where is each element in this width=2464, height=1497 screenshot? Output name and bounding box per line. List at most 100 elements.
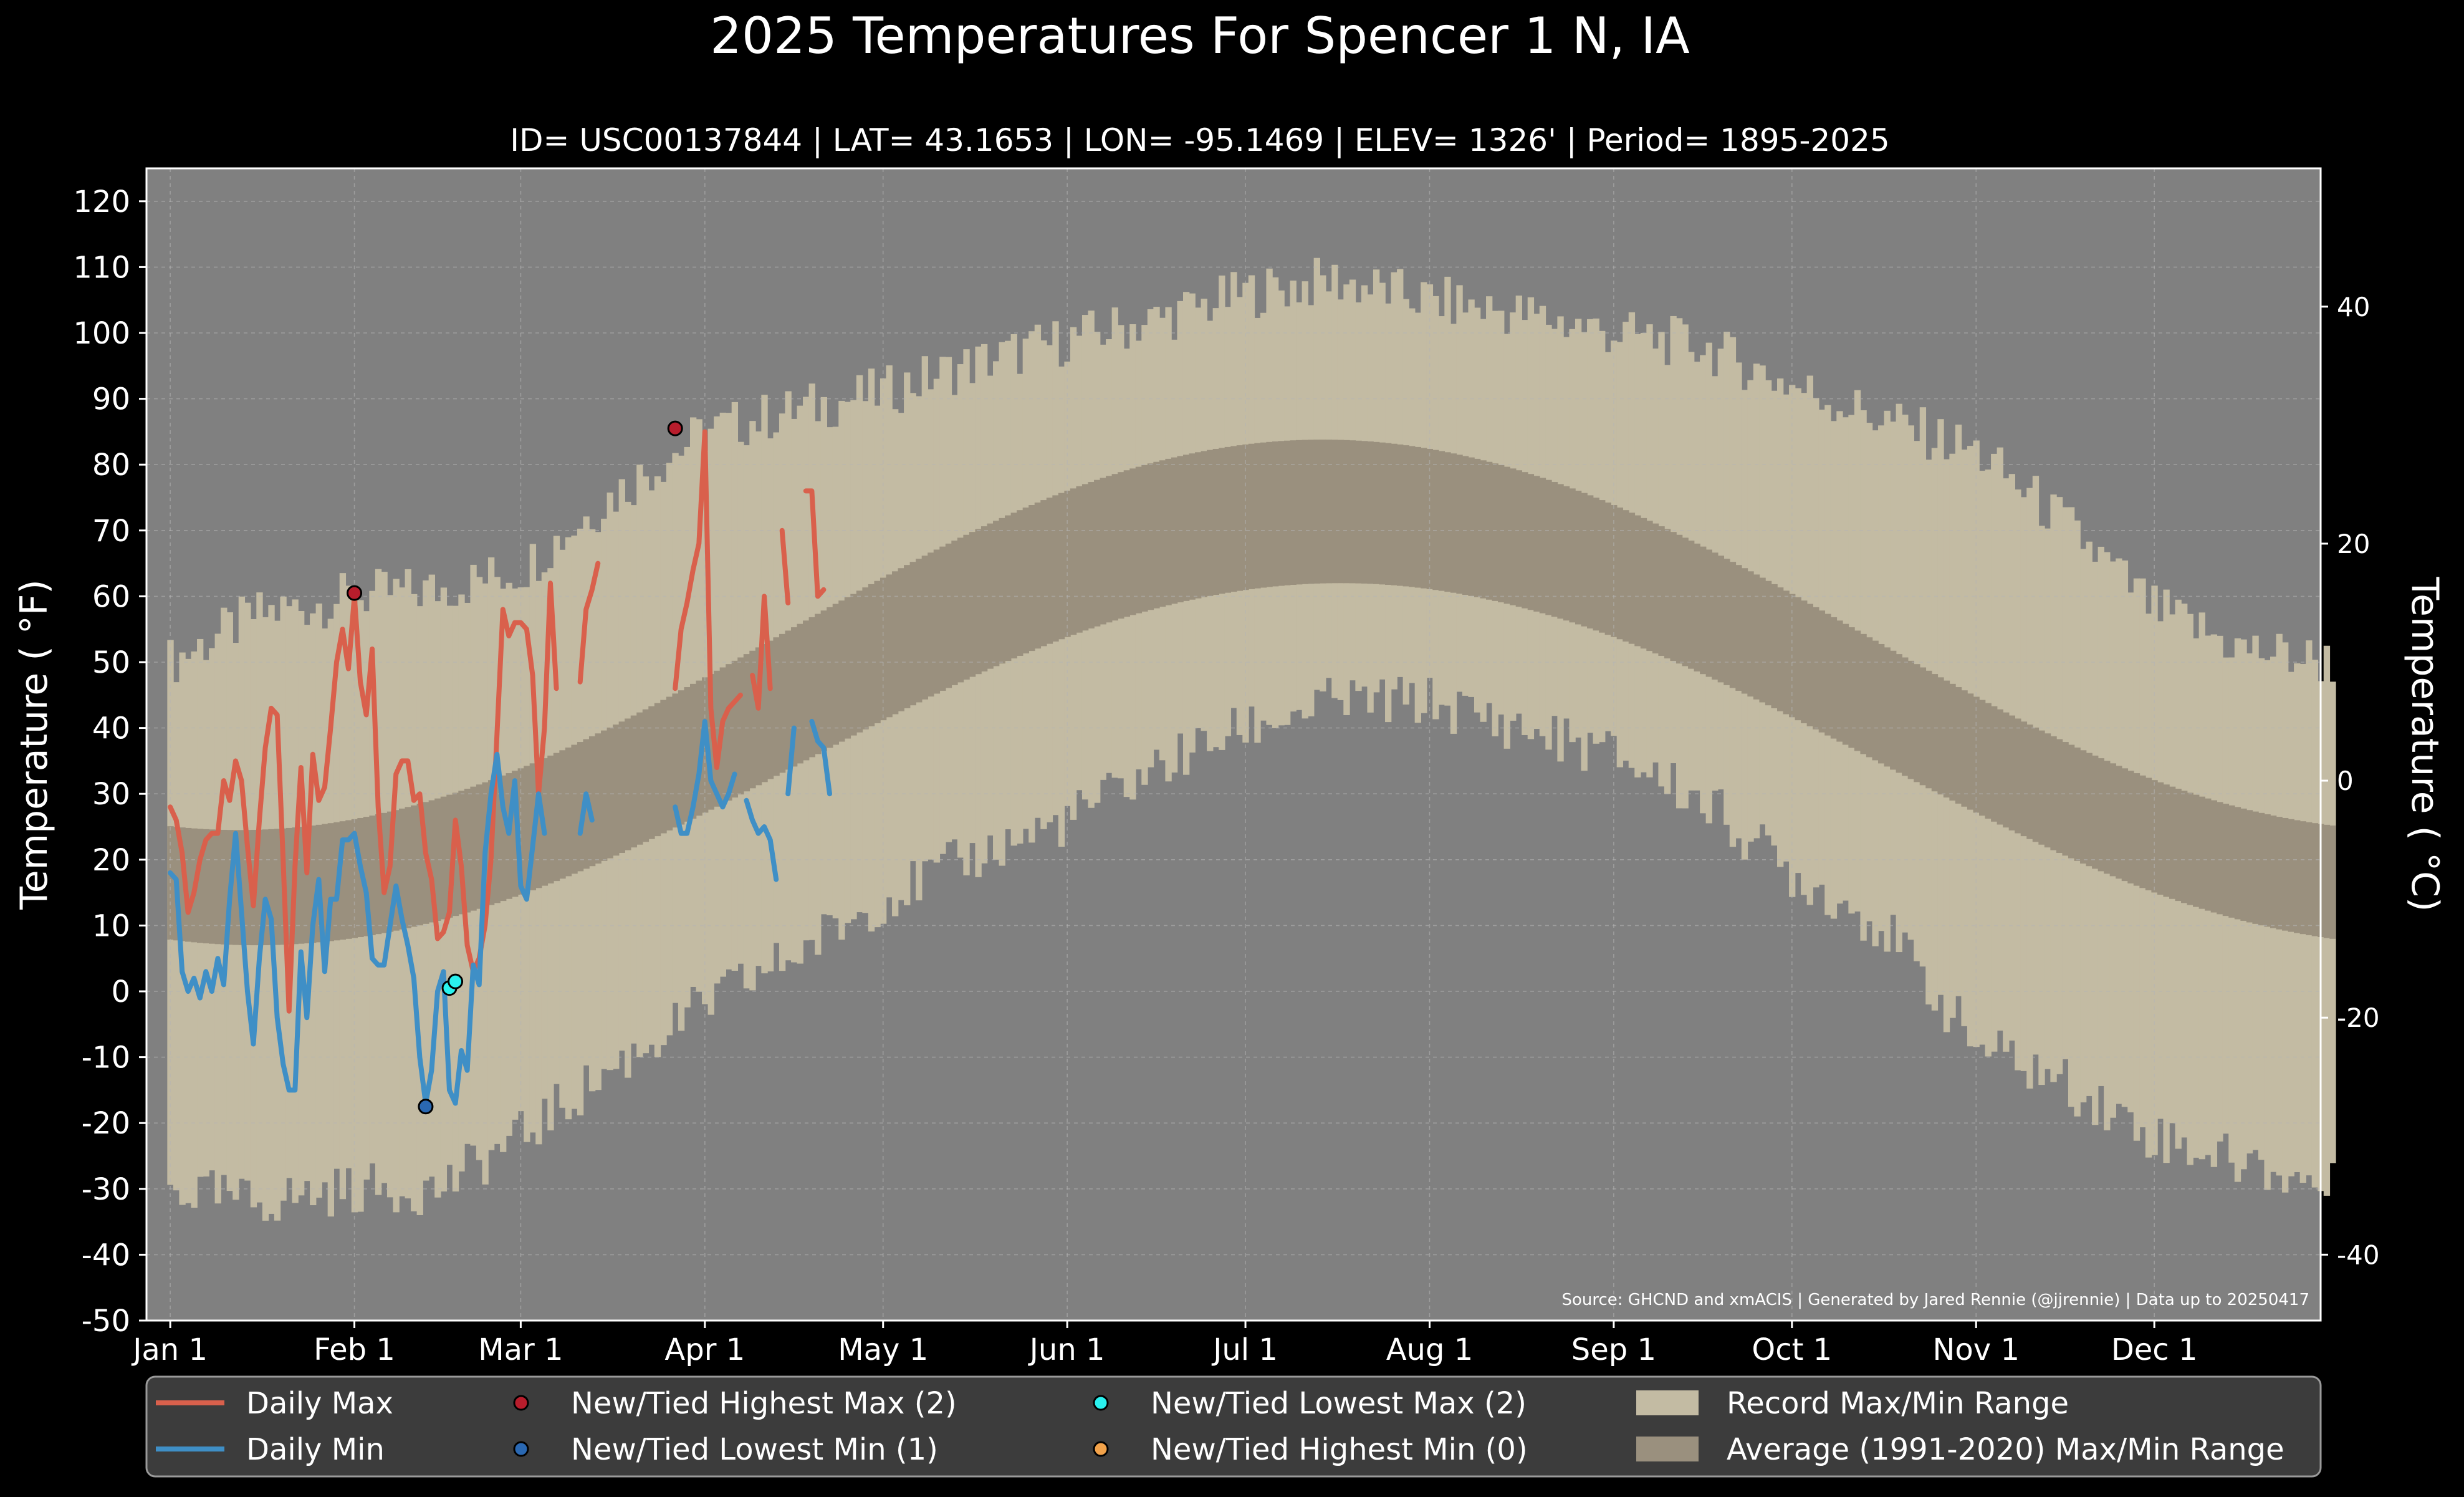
average-range-bar xyxy=(416,804,423,926)
average-range-bar xyxy=(2086,753,2092,867)
average-range-bar xyxy=(1557,484,1564,619)
average-range-bar xyxy=(2205,798,2212,911)
average-range-bar xyxy=(1723,559,1730,685)
average-range-bar xyxy=(1373,441,1380,584)
average-range-bar xyxy=(588,736,596,867)
average-range-bar xyxy=(1866,637,1873,758)
average-range-bar xyxy=(1212,448,1219,595)
average-range-bar xyxy=(672,693,679,828)
average-range-bar xyxy=(2050,736,2057,850)
average-range-bar xyxy=(1675,534,1683,664)
average-range-bar xyxy=(1878,643,1885,764)
average-range-bar xyxy=(1070,488,1077,635)
average-range-bar xyxy=(761,643,768,782)
average-range-bar xyxy=(1052,495,1059,642)
average-range-bar xyxy=(1604,503,1611,635)
average-range-bar xyxy=(850,594,857,736)
y-tick-label-right: -20 xyxy=(2337,1003,2380,1033)
average-range-bar xyxy=(351,819,358,938)
average-range-bar xyxy=(1997,709,2003,825)
average-range-bar xyxy=(969,532,976,677)
average-range-bar xyxy=(1028,505,1035,652)
average-range-bar xyxy=(1955,687,1962,804)
average-range-bar xyxy=(1177,456,1184,603)
average-range-bar xyxy=(2299,821,2306,935)
x-tick-label: Dec 1 xyxy=(2111,1332,2198,1367)
average-range-bar xyxy=(1747,571,1754,697)
y-tick-label-left: -40 xyxy=(82,1238,130,1273)
average-range-bar xyxy=(749,650,756,789)
average-range-bar xyxy=(1367,441,1374,584)
average-range-bar xyxy=(945,543,952,688)
average-range-bar xyxy=(1129,468,1136,615)
daily-min-line xyxy=(577,791,595,836)
average-range-bar xyxy=(577,742,584,872)
average-range-bar xyxy=(2109,763,2117,877)
average-range-bar xyxy=(904,565,911,708)
average-range-bar xyxy=(618,721,625,853)
daily-max-line xyxy=(750,594,773,711)
average-range-bar xyxy=(2282,817,2289,931)
average-range-bar xyxy=(625,718,631,850)
average-range-bar xyxy=(1759,577,1766,703)
daily-min-line xyxy=(785,725,797,797)
average-range-bar xyxy=(987,523,994,669)
average-range-bar xyxy=(832,604,840,745)
average-range-bar xyxy=(1320,440,1326,584)
average-range-bar xyxy=(2246,810,2253,923)
average-range-bar xyxy=(1397,444,1404,586)
average-range-bar xyxy=(2157,782,2164,895)
average-range-bar xyxy=(928,552,934,697)
legend-swatch-marker xyxy=(513,1441,529,1457)
average-range-bar xyxy=(1230,446,1237,592)
average-range-bar xyxy=(773,637,780,776)
average-range-bar xyxy=(2193,794,2200,907)
average-range-bar xyxy=(345,820,352,939)
average-range-bar xyxy=(517,768,524,895)
average-range-bar xyxy=(613,724,620,856)
x-tick-label: Mar 1 xyxy=(478,1332,563,1367)
average-range-bar xyxy=(1931,674,1939,792)
average-range-bar xyxy=(2175,788,2182,902)
average-range-bar xyxy=(1325,440,1333,584)
average-range-bar xyxy=(1468,457,1475,596)
average-range-bar xyxy=(707,674,714,810)
average-range-bar xyxy=(2133,773,2140,886)
average-range-bar xyxy=(1100,478,1106,625)
average-range-bar xyxy=(327,823,334,941)
x-tick-label: Oct 1 xyxy=(1752,1332,1832,1367)
average-range-bar xyxy=(1611,505,1618,637)
legend-label: Average (1991-2020) Max/Min Range xyxy=(1727,1432,2284,1467)
average-range-bar xyxy=(1088,482,1095,628)
average-range-bar xyxy=(2276,817,2283,930)
average-range-bar xyxy=(1890,650,1897,770)
average-range-bar xyxy=(1022,508,1030,653)
average-range-bar xyxy=(916,559,923,703)
average-range-bar xyxy=(1682,537,1689,667)
average-range-bar xyxy=(755,647,762,786)
average-range-bar xyxy=(630,715,638,848)
average-range-bar xyxy=(1272,441,1279,587)
average-range-bar xyxy=(1153,461,1160,609)
average-range-bar xyxy=(1902,657,1909,776)
x-tick-label: Aug 1 xyxy=(1386,1332,1474,1367)
average-range-bar xyxy=(1111,474,1118,621)
source-note: Source: GHCND and xmACIS | Generated by … xyxy=(1561,1291,2309,1309)
average-range-bar xyxy=(1492,463,1498,601)
average-range-bar xyxy=(1058,493,1065,640)
legend-swatch-marker xyxy=(1093,1395,1109,1411)
average-range-bar xyxy=(1402,445,1409,587)
average-range-bar xyxy=(2329,826,2336,939)
series-lines xyxy=(168,429,832,1106)
y-tick-label-right: 20 xyxy=(2337,529,2370,559)
average-range-bar xyxy=(1914,664,1920,782)
average-range-bar xyxy=(1771,584,1778,708)
record-marker xyxy=(667,420,683,436)
average-range-bar xyxy=(1522,472,1528,609)
average-range-bar xyxy=(2020,721,2028,837)
average-range-bar xyxy=(808,617,815,758)
average-range-bar xyxy=(197,829,204,943)
y-tick-label-left: 30 xyxy=(92,777,130,812)
average-range-bar xyxy=(1278,441,1285,586)
y-tick-label-left: -10 xyxy=(82,1041,130,1076)
